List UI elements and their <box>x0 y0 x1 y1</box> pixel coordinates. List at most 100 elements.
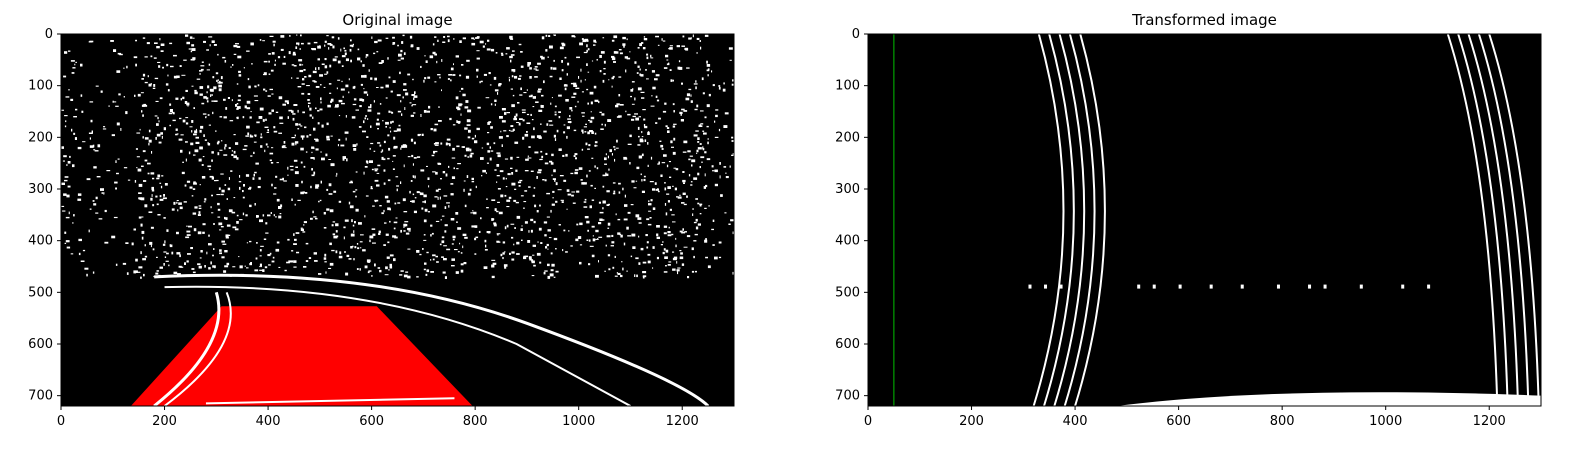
edge-dot <box>471 37 475 40</box>
edge-dot <box>626 226 629 230</box>
edge-dot <box>274 187 277 189</box>
edge-dot <box>270 212 272 214</box>
edge-dot <box>608 268 611 271</box>
edge-dot <box>517 181 522 184</box>
edge-dot <box>438 188 441 190</box>
edge-dot <box>597 238 599 240</box>
edge-dot <box>191 44 195 47</box>
edge-dot <box>220 226 224 228</box>
edge-dot <box>493 223 497 227</box>
edge-dot <box>459 242 461 245</box>
edge-dot <box>238 74 242 77</box>
edge-dot <box>313 252 317 255</box>
edge-dot <box>331 36 335 39</box>
edge-dot <box>611 85 613 88</box>
edge-dot <box>672 125 676 128</box>
edge-dot <box>451 258 455 261</box>
edge-dot <box>593 39 596 43</box>
edge-dot <box>260 133 262 136</box>
edge-dot <box>574 153 578 156</box>
edge-dot <box>462 245 464 249</box>
edge-dot <box>664 203 667 206</box>
edge-dot <box>511 104 515 108</box>
edge-dot <box>581 91 584 93</box>
edge-dot <box>517 102 520 104</box>
edge-dot <box>598 236 603 238</box>
edge-dot <box>666 127 670 129</box>
edge-dot <box>638 116 641 118</box>
edge-dot <box>612 192 616 195</box>
edge-dot <box>133 270 137 274</box>
edge-dot <box>647 164 649 167</box>
edge-dot <box>259 107 264 111</box>
edge-dot <box>592 235 594 237</box>
edge-dot <box>170 65 174 68</box>
edge-dot <box>156 203 159 206</box>
edge-dot <box>693 255 695 259</box>
edge-dot <box>337 60 341 64</box>
edge-dot <box>593 85 597 89</box>
edge-dot <box>279 116 283 120</box>
edge-dot <box>446 202 450 204</box>
edge-dot <box>623 157 628 160</box>
edge-dot <box>183 59 187 61</box>
edge-dot <box>292 51 296 55</box>
edge-dot <box>344 131 349 134</box>
edge-dot <box>236 45 241 48</box>
edge-dot <box>613 61 616 63</box>
edge-dot <box>723 166 727 168</box>
edge-dot <box>612 266 615 269</box>
edge-dot <box>520 65 524 68</box>
edge-dot <box>574 105 577 108</box>
edge-dot <box>387 157 390 160</box>
edge-dot <box>487 39 490 42</box>
edge-dot <box>416 156 421 158</box>
edge-dot <box>389 263 392 267</box>
x-tick-label: 800 <box>1270 414 1295 429</box>
edge-dot <box>497 154 501 158</box>
edge-dot <box>403 223 408 227</box>
edge-dot <box>300 135 305 138</box>
edge-dot <box>156 46 160 49</box>
edge-dot <box>430 271 434 273</box>
edge-dot <box>164 240 166 244</box>
edge-dot <box>403 52 406 55</box>
edge-dot <box>550 66 553 70</box>
edge-dot <box>526 122 531 124</box>
edge-dot <box>702 92 705 95</box>
edge-dot <box>271 109 274 112</box>
edge-dot <box>114 181 118 184</box>
edge-dot <box>185 122 189 125</box>
edge-dot <box>254 171 257 174</box>
edge-dot <box>191 85 194 87</box>
edge-dot <box>566 189 570 192</box>
edge-dot <box>718 241 722 244</box>
edge-dot <box>513 69 515 73</box>
edge-dot <box>459 40 462 43</box>
edge-dot <box>358 126 362 128</box>
edge-dot <box>477 106 481 109</box>
edge-dot <box>388 147 391 151</box>
edge-dot <box>535 101 539 103</box>
edge-dot <box>376 184 380 187</box>
edge-dot <box>341 65 344 67</box>
edge-dot <box>78 238 82 242</box>
edge-dot <box>695 218 698 222</box>
edge-dot <box>547 275 551 279</box>
edge-dot <box>643 175 646 178</box>
edge-dot <box>485 43 487 45</box>
edge-dot <box>441 256 444 258</box>
edge-dot <box>73 214 75 217</box>
edge-dot <box>484 249 488 251</box>
dash-mark <box>1308 284 1312 289</box>
edge-dot <box>400 229 402 233</box>
edge-dot <box>627 211 631 214</box>
edge-dot <box>300 228 304 231</box>
edge-dot <box>254 203 256 206</box>
edge-dot <box>666 164 669 168</box>
edge-dot <box>527 62 531 65</box>
edge-dot <box>516 253 520 255</box>
edge-dot <box>392 36 395 39</box>
edge-dot <box>392 235 397 238</box>
edge-dot <box>664 256 668 259</box>
